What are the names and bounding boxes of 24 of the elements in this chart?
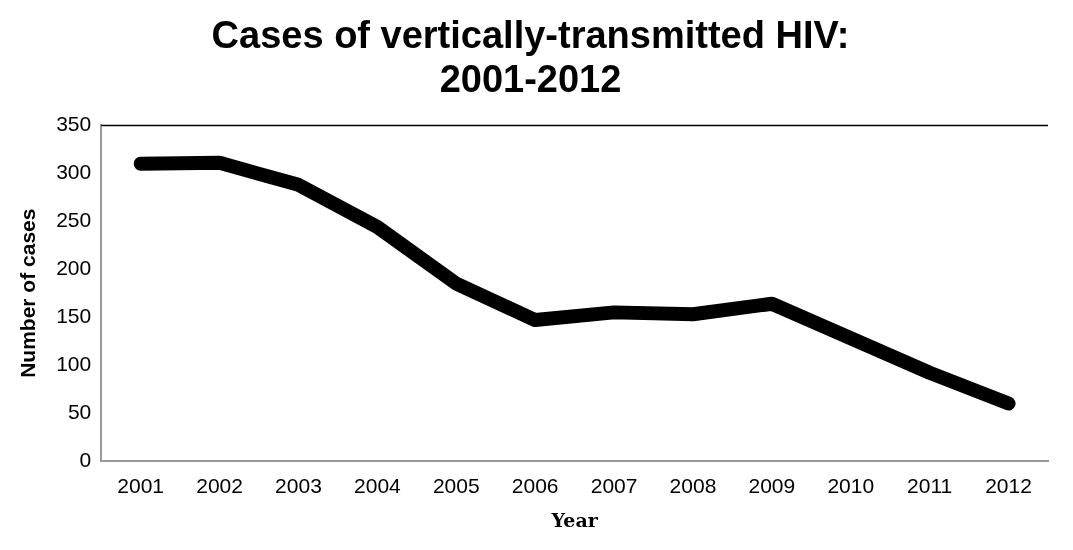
x-tick-label: 2003	[275, 474, 322, 498]
x-tick-label: 2006	[511, 474, 559, 498]
x-tick-label: 2011	[907, 474, 953, 498]
y-tick-label: 100	[56, 351, 92, 375]
y-tick-label: 350	[56, 112, 92, 136]
text: 2001-2012	[439, 58, 622, 101]
y-tick-label: 200	[56, 256, 92, 280]
y-tick-label: 250	[56, 208, 92, 232]
y-tick-label: 0	[79, 447, 92, 471]
y-axis-title: Number of cases	[16, 208, 40, 378]
x-axis-title: Year	[550, 508, 599, 531]
x-tick-label: 2002	[196, 474, 243, 498]
x-tick-label: 2012	[985, 474, 1032, 498]
y-tick-label: 50	[67, 399, 92, 423]
x-tick-label: 2008	[669, 474, 717, 498]
x-tick-label: 2005	[432, 474, 480, 498]
x-tick-label: 2004	[354, 474, 402, 498]
y-tick-label: 150	[56, 303, 92, 327]
x-tick-label: 2007	[590, 474, 638, 498]
text: Cases of vertically-transmitted HIV:	[211, 14, 850, 57]
y-tick-label: 300	[56, 160, 92, 184]
x-tick-label: 2009	[748, 474, 796, 498]
x-tick-label: 2001	[117, 474, 165, 498]
x-tick-label: 2010	[827, 474, 875, 498]
